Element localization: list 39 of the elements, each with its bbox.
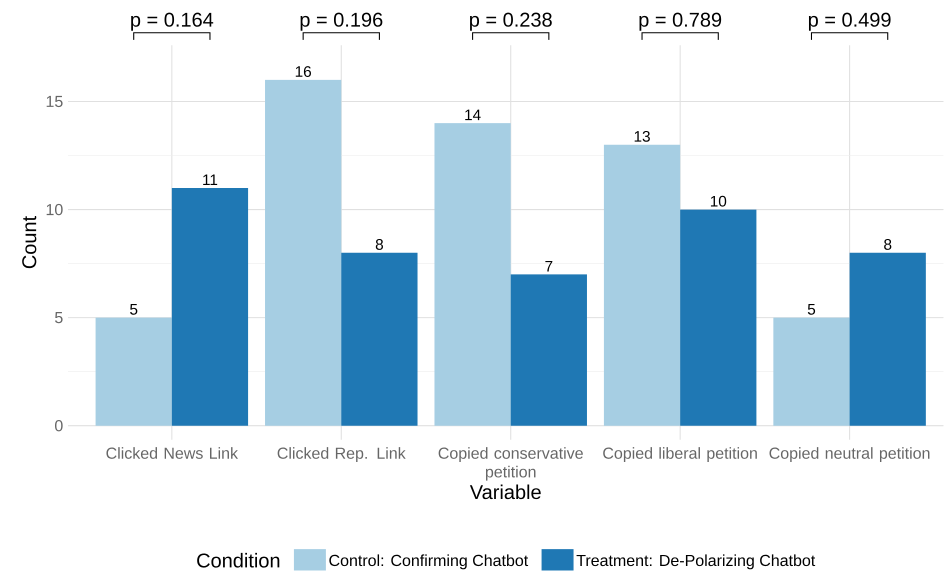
bar: [680, 210, 756, 426]
x-tick-label: Clicked Rep. Link: [278, 447, 406, 462]
bar: [341, 252, 418, 426]
bar: [265, 80, 342, 426]
data-label: 10: [710, 196, 726, 207]
bar: [96, 318, 172, 426]
bar: [510, 274, 587, 426]
data-label: 7: [545, 261, 552, 272]
x-tick-label: Copied liberal petition: [603, 447, 757, 462]
text: p = 0.164: [131, 12, 214, 31]
text: p = 0.499: [808, 12, 891, 31]
bar: [172, 188, 248, 426]
y-axis-title: Count: [22, 216, 36, 268]
y-tick-label: 5: [55, 312, 63, 324]
bar: [434, 123, 511, 426]
x-tick-label: Clicked News Link: [106, 447, 238, 460]
legend-title: Condition: [197, 553, 280, 568]
bar: [773, 318, 850, 426]
data-label: 16: [296, 66, 311, 78]
data-label: 13: [634, 131, 650, 142]
x-tick-label: Copied neutral petition: [770, 447, 930, 462]
text: p = 0.238: [470, 12, 552, 31]
bar: [850, 252, 926, 426]
x-tick-label: Copied conservative petition: [438, 447, 583, 481]
bar: [604, 144, 680, 426]
y-tick-label: 10: [46, 204, 63, 216]
x-axis-title: Variable: [470, 484, 541, 500]
data-label: 5: [808, 304, 816, 315]
data-label: 8: [376, 239, 383, 250]
y-tick-label: 0: [54, 420, 63, 432]
data-label: 5: [130, 304, 138, 315]
text: p = 0.789: [640, 12, 722, 31]
data-label: 8: [884, 239, 892, 250]
y-tick-label: 15: [46, 96, 63, 108]
legend-label: Control: Confirming Chatbot: [329, 554, 528, 570]
data-label: 14: [465, 110, 481, 120]
legend-label: Treatment: De-Polarizing Chatbot: [576, 554, 816, 570]
text: p = 0.196: [300, 12, 382, 31]
data-label: 11: [203, 174, 218, 186]
